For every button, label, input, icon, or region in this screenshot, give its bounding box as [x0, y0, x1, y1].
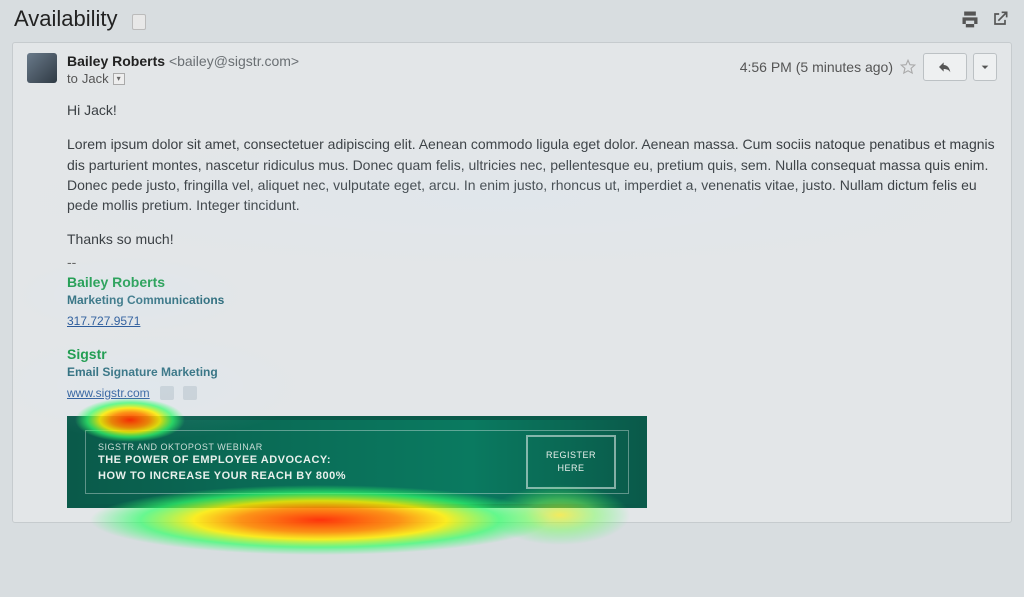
banner-line1: SIGSTR AND OKTOPOST WEBINAR	[98, 441, 346, 454]
banner-cta-button[interactable]: REGISTER HERE	[526, 435, 616, 489]
banner-line2: THE POWER OF EMPLOYEE ADVOCACY:	[98, 453, 346, 468]
star-icon[interactable]	[899, 58, 917, 76]
reply-button[interactable]	[923, 53, 967, 81]
from-name: Bailey Roberts	[67, 53, 165, 69]
to-line[interactable]: to Jack ▾	[67, 71, 730, 86]
banner-text: SIGSTR AND OKTOPOST WEBINAR THE POWER OF…	[98, 441, 346, 484]
signature-tagline: Email Signature Marketing	[67, 364, 997, 381]
signature-url-row: www.sigstr.com	[67, 382, 997, 402]
message-header: Availability	[0, 0, 1024, 42]
avatar[interactable]	[27, 53, 57, 83]
body-paragraph: Lorem ipsum dolor sit amet, consectetuer…	[67, 134, 997, 215]
signature-banner[interactable]: SIGSTR AND OKTOPOST WEBINAR THE POWER OF…	[67, 416, 647, 508]
social-icon[interactable]	[160, 386, 174, 400]
meta-row: Bailey Roberts <bailey@sigstr.com> to Ja…	[27, 53, 997, 86]
chevron-down-icon[interactable]: ▾	[113, 73, 125, 85]
cta-line2: HERE	[557, 462, 584, 475]
signature-title: Marketing Communications	[67, 292, 997, 309]
subject-text: Availability	[14, 6, 118, 31]
signature-delimiter: --	[67, 252, 997, 272]
closing: Thanks so much!	[67, 229, 997, 249]
meta-right: 4:56 PM (5 minutes ago)	[740, 53, 997, 81]
cta-line1: REGISTER	[546, 449, 596, 462]
email-body: Hi Jack! Lorem ipsum dolor sit amet, con…	[67, 100, 997, 508]
reply-icon	[937, 59, 953, 75]
label-chip-icon[interactable]	[132, 14, 146, 30]
to-prefix: to	[67, 71, 78, 86]
caret-down-icon	[977, 59, 993, 75]
subject-wrap: Availability	[14, 6, 146, 32]
timestamp: 4:56 PM (5 minutes ago)	[740, 59, 893, 75]
more-button[interactable]	[973, 53, 997, 81]
greeting: Hi Jack!	[67, 100, 997, 120]
from-line: Bailey Roberts <bailey@sigstr.com>	[67, 53, 730, 69]
banner-inner: SIGSTR AND OKTOPOST WEBINAR THE POWER OF…	[85, 430, 629, 494]
signature-company: Sigstr	[67, 344, 997, 364]
banner-line3: HOW TO INCREASE YOUR REACH BY 800%	[98, 469, 346, 484]
header-actions	[960, 9, 1010, 29]
signature-phone-link[interactable]: 317.727.9571	[67, 313, 140, 330]
popout-icon[interactable]	[990, 9, 1010, 29]
signature-name: Bailey Roberts	[67, 272, 997, 292]
email-card: Bailey Roberts <bailey@sigstr.com> to Ja…	[12, 42, 1012, 523]
signature-url-link[interactable]: www.sigstr.com	[67, 385, 150, 402]
print-icon[interactable]	[960, 9, 980, 29]
meta-main: Bailey Roberts <bailey@sigstr.com> to Ja…	[67, 53, 730, 86]
to-name: Jack	[82, 71, 109, 86]
social-icon[interactable]	[183, 386, 197, 400]
from-address: <bailey@sigstr.com>	[169, 53, 299, 69]
